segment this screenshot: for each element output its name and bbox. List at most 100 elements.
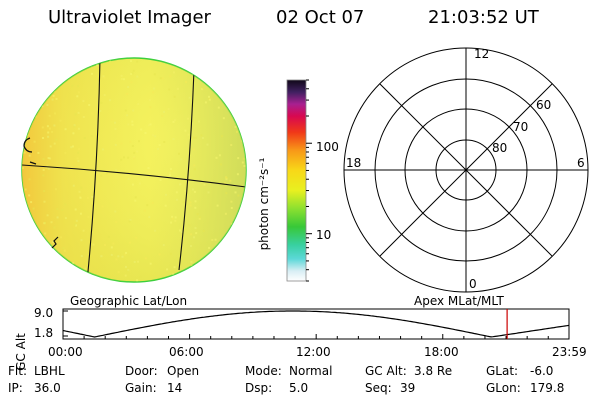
noise-speck [33, 268, 36, 271]
noise-speck [238, 258, 241, 261]
noise-speck [103, 94, 106, 97]
noise-speck [123, 156, 125, 159]
noise-speck [194, 206, 197, 209]
timeline-ytick-min: 1.8 [34, 326, 54, 340]
colorbar-gradient [286, 79, 307, 282]
noise-speck [125, 173, 128, 176]
noise-speck [55, 97, 58, 100]
noise-speck [225, 102, 228, 105]
noise-speck [158, 144, 161, 147]
noise-speck [39, 82, 42, 85]
noise-speck [146, 204, 149, 207]
noise-speck [211, 239, 214, 241]
noise-speck [50, 221, 53, 224]
noise-speck [76, 95, 79, 98]
status-gcalt-key: GC Alt: [365, 364, 407, 378]
noise-speck [190, 233, 193, 236]
noise-speck [77, 127, 80, 130]
noise-speck [111, 118, 114, 121]
noise-speck [201, 88, 204, 91]
noise-speck [195, 232, 198, 235]
noise-speck [200, 134, 203, 137]
noise-speck [76, 268, 79, 271]
noise-speck [131, 183, 134, 186]
noise-speck [187, 117, 190, 120]
noise-speck [184, 129, 187, 132]
noise-speck [28, 194, 31, 197]
noise-speck [220, 270, 223, 273]
noise-speck [82, 229, 85, 232]
noise-speck [63, 70, 66, 73]
noise-speck [60, 167, 63, 170]
noise-speck [162, 244, 165, 247]
noise-speck [80, 239, 83, 242]
noise-speck [117, 255, 120, 258]
noise-speck [42, 158, 45, 161]
noise-speck [91, 195, 94, 198]
noise-speck [170, 170, 173, 172]
status-door-value: Open [167, 364, 200, 378]
noise-speck [212, 65, 215, 67]
noise-speck [126, 92, 129, 95]
noise-speck [138, 140, 140, 143]
noise-speck [120, 74, 123, 77]
noise-speck [180, 230, 183, 233]
noise-speck [103, 76, 106, 79]
polar-grid [343, 47, 589, 293]
noise-speck [173, 266, 176, 269]
noise-speck [56, 207, 59, 210]
noise-speck [184, 189, 187, 192]
noise-speck [115, 220, 118, 223]
noise-speck [151, 134, 154, 137]
noise-speck [126, 270, 129, 273]
noise-speck [37, 151, 40, 154]
noise-speck [91, 72, 93, 75]
noise-speck [245, 61, 246, 64]
noise-speck [45, 61, 48, 64]
noise-speck [169, 173, 171, 176]
noise-speck [237, 194, 240, 197]
status-glat-value: -6.0 [530, 364, 554, 378]
noise-speck [44, 232, 47, 235]
noise-speck [190, 245, 192, 248]
noise-speck [48, 127, 51, 130]
noise-speck [195, 274, 198, 277]
noise-speck [225, 177, 228, 179]
noise-speck [230, 207, 233, 209]
noise-speck [157, 148, 160, 150]
noise-speck [44, 253, 47, 256]
noise-speck [72, 145, 74, 148]
noise-speck [168, 88, 171, 91]
instrument-title: Ultraviolet Imager [48, 7, 211, 28]
noise-speck [60, 236, 63, 239]
noise-speck [30, 201, 33, 204]
noise-speck [214, 238, 217, 241]
noise-speck [80, 186, 83, 189]
noise-speck [105, 172, 108, 175]
noise-speck [73, 125, 76, 128]
noise-speck [30, 65, 33, 68]
noise-speck [120, 78, 123, 80]
noise-speck [129, 241, 131, 244]
noise-speck [75, 219, 78, 222]
noise-speck [234, 126, 237, 128]
noise-speck [238, 265, 241, 268]
noise-speck [79, 212, 82, 215]
noise-speck [236, 173, 239, 176]
noise-speck [241, 161, 244, 164]
noise-speck [222, 117, 225, 120]
earth-disk-image [21, 57, 247, 283]
noise-speck [131, 145, 134, 147]
noise-speck [127, 178, 130, 180]
noise-speck [59, 119, 62, 122]
noise-speck [147, 167, 150, 170]
noise-speck [96, 64, 99, 67]
noise-speck [28, 178, 31, 181]
noise-speck [207, 191, 210, 194]
noise-speck [74, 113, 77, 116]
noise-speck [64, 151, 67, 154]
coastline-fragment [51, 236, 59, 249]
noise-speck [61, 209, 64, 211]
noise-speck [161, 115, 164, 117]
